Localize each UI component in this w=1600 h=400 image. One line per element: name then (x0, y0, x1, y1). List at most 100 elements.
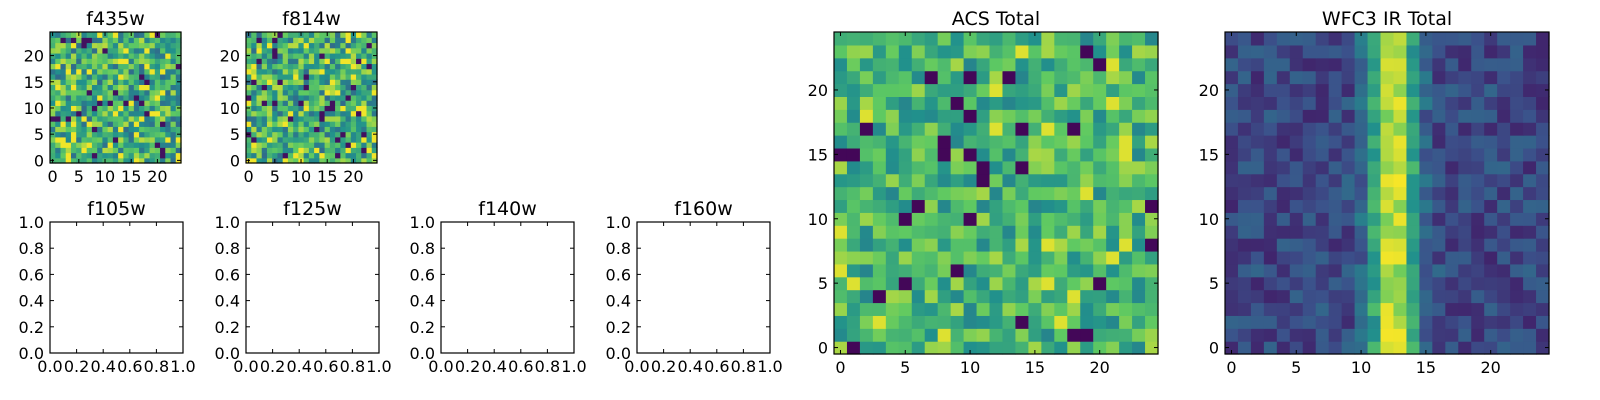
heatmap-cell (1080, 315, 1094, 329)
heatmap-cell (335, 110, 341, 117)
heatmap-cell (1445, 276, 1459, 291)
heatmap-cell (329, 37, 336, 44)
heatmap-cell (133, 142, 140, 148)
heatmap-cell (139, 121, 145, 127)
heatmap-cell (50, 94, 56, 101)
heatmap-cell (324, 94, 331, 101)
heatmap-cell (1106, 44, 1120, 59)
heatmap-cell (1067, 276, 1081, 291)
heatmap-cell (1250, 250, 1265, 265)
heatmap-cell (303, 115, 310, 122)
heatmap-cell (1237, 70, 1252, 85)
heatmap-cell (287, 73, 294, 80)
heatmap-cell (1354, 276, 1369, 291)
heatmap-cell (1315, 135, 1330, 149)
heatmap-cell (1080, 276, 1094, 291)
heatmap-cell (1367, 70, 1382, 85)
heatmap-cell (1106, 160, 1120, 175)
heatmap-cell (293, 142, 299, 148)
heatmap-cell (898, 44, 913, 59)
heatmap-cell (976, 328, 991, 342)
heatmap-cell (55, 157, 62, 164)
heatmap-cell (324, 131, 331, 138)
heatmap-cell (123, 115, 130, 122)
heatmap-cell (1328, 173, 1343, 188)
heatmap-cell (976, 96, 991, 110)
heatmap-cell (81, 47, 88, 54)
heatmap-cell (1289, 276, 1304, 291)
heatmap-cell (144, 52, 151, 59)
heatmap-cell (293, 84, 299, 91)
heatmap-cell (293, 58, 299, 65)
heatmap-cell (272, 94, 279, 101)
heatmap-cell (1497, 147, 1511, 162)
heatmap-cell (293, 110, 299, 117)
heatmap-cell (1510, 341, 1524, 355)
heatmap-cell (924, 250, 939, 265)
heatmap-cell (872, 302, 887, 316)
heatmap-cell (1354, 173, 1369, 188)
heatmap-cell (1380, 341, 1395, 355)
heatmap-cell (1445, 109, 1459, 123)
heatmap-cell (1250, 57, 1265, 72)
heatmap-cell (1080, 238, 1094, 252)
heatmap-cell (144, 147, 151, 154)
heatmap-cell (937, 341, 952, 355)
heatmap-cell (128, 89, 135, 96)
heatmap-cell (287, 52, 294, 59)
heatmap-cell (123, 100, 130, 106)
heatmap-cell (1458, 96, 1472, 110)
heatmap-cell (97, 42, 103, 49)
x-tick-label: 20 (1481, 358, 1501, 377)
heatmap-cell (356, 157, 362, 164)
heatmap-cell (149, 157, 156, 164)
heatmap-cell (112, 142, 119, 148)
heatmap-cell (324, 42, 331, 49)
heatmap-cell (1041, 32, 1055, 46)
heatmap-cell (1328, 135, 1343, 149)
heatmap-cell (937, 135, 952, 149)
heatmap-cell (123, 68, 130, 75)
heatmap-cell (371, 32, 378, 38)
heatmap-cell (1315, 302, 1330, 316)
heatmap-cell (303, 32, 310, 38)
heatmap-cell (885, 276, 900, 291)
heatmap-cell (293, 94, 299, 101)
heatmap-cell (989, 302, 1004, 316)
x-tick-label: 0.0 (37, 357, 62, 376)
heatmap-cell (50, 115, 56, 122)
heatmap-cell (55, 63, 62, 70)
heatmap-cell (361, 110, 368, 117)
heatmap-cell (1510, 263, 1524, 278)
heatmap-cell (1106, 302, 1120, 316)
heatmap-cell (1432, 135, 1446, 149)
heatmap-cell (1289, 147, 1304, 162)
heatmap-cell (963, 186, 978, 201)
heatmap-cell (97, 147, 103, 154)
heatmap-cell (266, 152, 273, 159)
heatmap-cell (1445, 225, 1459, 239)
heatmap-cell (335, 94, 341, 101)
heatmap-cell (1328, 328, 1343, 342)
heatmap-cell (989, 160, 1004, 175)
heatmap-cell (86, 105, 93, 112)
heatmap-cell (1106, 186, 1120, 201)
heatmap-cell (937, 32, 952, 46)
heatmap-cell (319, 42, 326, 49)
heatmap-cell (123, 121, 130, 127)
heatmap-cell (282, 126, 289, 133)
heatmap-cell (1406, 250, 1420, 265)
heatmap-cell (277, 100, 284, 106)
heatmap-cell (1263, 173, 1278, 188)
heatmap-cell (1445, 32, 1459, 46)
heatmap-cell (251, 84, 258, 91)
heatmap-cell (81, 115, 88, 122)
heatmap-cell (1341, 57, 1356, 72)
heatmap-cell (963, 135, 978, 149)
heatmap-cell (60, 79, 67, 85)
heatmap-cell (898, 173, 913, 188)
heatmap-cell (128, 84, 135, 91)
heatmap-cell (834, 32, 848, 46)
heatmap-cell (319, 100, 326, 106)
heatmap-cell (834, 122, 848, 136)
